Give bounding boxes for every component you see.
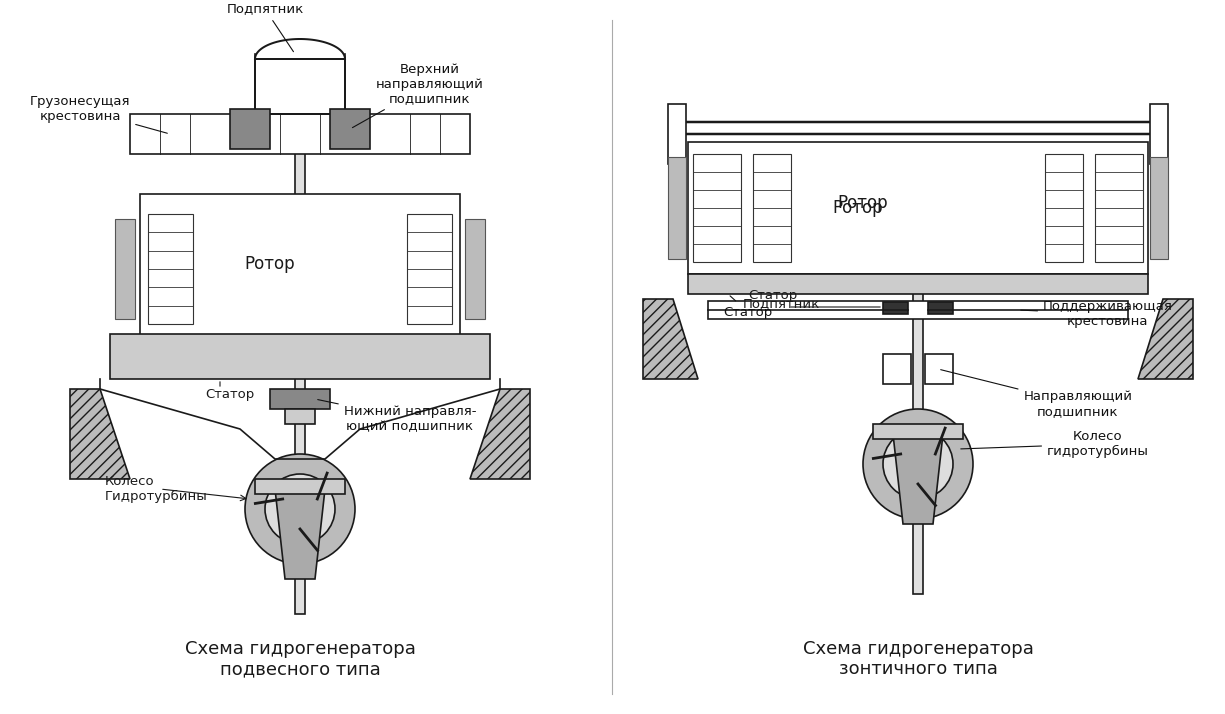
Text: Поддерживающая
крестовина: Поддерживающая крестовина <box>1020 300 1172 328</box>
Bar <box>708 301 1128 319</box>
Bar <box>1150 104 1167 164</box>
Circle shape <box>862 409 973 519</box>
Polygon shape <box>274 489 325 579</box>
Polygon shape <box>668 157 686 259</box>
Text: Статор: Статор <box>748 289 797 302</box>
Polygon shape <box>893 434 943 524</box>
Text: Статор: Статор <box>205 388 255 401</box>
Polygon shape <box>148 214 194 324</box>
Polygon shape <box>1138 299 1193 379</box>
Bar <box>873 424 963 439</box>
Bar <box>230 109 270 149</box>
Polygon shape <box>753 154 791 262</box>
Polygon shape <box>693 154 741 262</box>
Text: Ротор: Ротор <box>245 255 295 273</box>
Polygon shape <box>70 389 130 479</box>
Bar <box>883 354 911 384</box>
Bar <box>255 479 345 494</box>
Circle shape <box>245 454 355 564</box>
Bar <box>883 302 908 314</box>
Bar <box>929 302 953 314</box>
Bar <box>688 274 1148 294</box>
Bar <box>925 354 953 384</box>
Bar <box>255 59 345 114</box>
Text: Ротор: Ротор <box>838 194 888 212</box>
Circle shape <box>265 474 334 544</box>
Polygon shape <box>470 389 530 479</box>
Polygon shape <box>1045 154 1083 262</box>
Polygon shape <box>1095 154 1143 262</box>
Bar <box>295 134 305 614</box>
Text: Верхний
направляющий
подшипник: Верхний направляющий подшипник <box>353 63 484 128</box>
Bar <box>330 109 370 149</box>
Bar <box>285 409 315 424</box>
Text: Грузонесущая
крестовина: Грузонесущая крестовина <box>29 95 168 134</box>
Bar <box>130 114 470 154</box>
Polygon shape <box>407 214 452 324</box>
Text: Нижний направля-
ющий подшипник: Нижний направля- ющий подшипник <box>317 400 477 433</box>
Text: Подпятник: Подпятник <box>744 297 821 310</box>
Bar <box>270 389 330 409</box>
Polygon shape <box>1150 157 1167 259</box>
Text: Схема гидрогенератора
подвесного типа: Схема гидрогенератора подвесного типа <box>185 640 415 678</box>
Polygon shape <box>466 219 485 319</box>
Bar <box>140 194 461 344</box>
Bar <box>913 154 922 594</box>
Bar <box>110 334 490 379</box>
Text: Схема гидрогенератора
зонтичного типа: Схема гидрогенератора зонтичного типа <box>802 640 1034 678</box>
Polygon shape <box>643 299 698 379</box>
Text: Подпятник: Подпятник <box>227 3 304 51</box>
Text: Статор: Статор <box>724 296 773 318</box>
Text: Колесо
гидротурбины: Колесо гидротурбины <box>960 430 1149 458</box>
Circle shape <box>883 429 953 499</box>
Bar <box>668 104 686 164</box>
Text: Ротор: Ротор <box>833 199 883 217</box>
Polygon shape <box>115 219 135 319</box>
Bar <box>684 122 1153 134</box>
Text: Направляющий
подшипник: Направляющий подшипник <box>941 370 1132 418</box>
Bar <box>688 142 1148 274</box>
Text: Колесо
Гидротурбины: Колесо Гидротурбины <box>105 475 208 503</box>
